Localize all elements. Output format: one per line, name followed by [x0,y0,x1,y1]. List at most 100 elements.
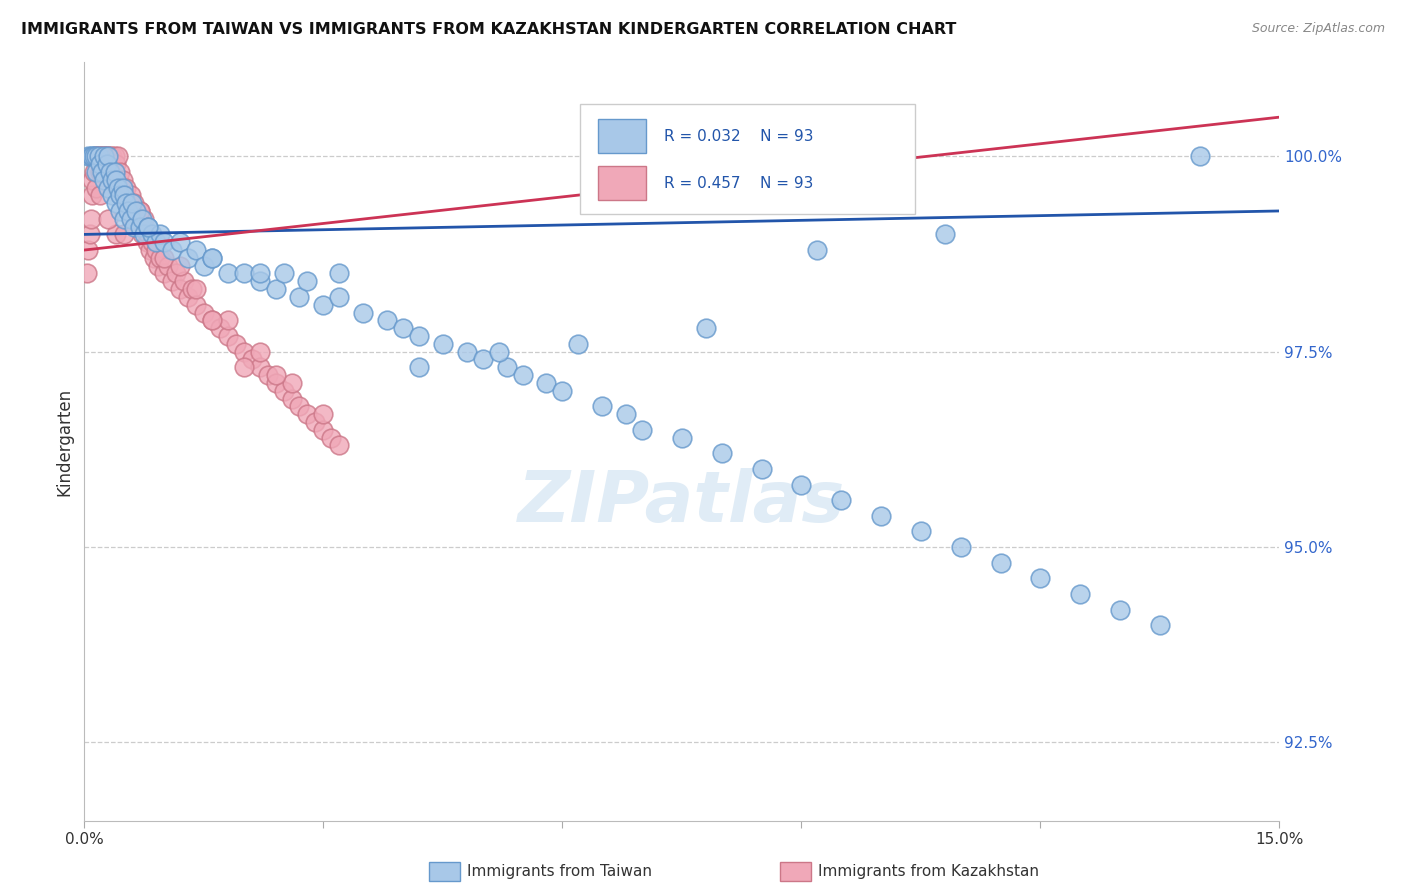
Point [105,196,128,211]
Text: Immigrants from Kazakhstan: Immigrants from Kazakhstan [818,864,1039,879]
Point [169,235,191,250]
Point [86,149,108,163]
Point [93,172,115,186]
Point [934,227,956,242]
Point [129,203,152,218]
Point [117,203,139,218]
Point [145,235,167,250]
Point [89,165,111,179]
Point [1109,602,1132,616]
Point [165,267,187,281]
Point [288,400,311,414]
Point [77,149,100,163]
Point [98,149,121,163]
Point [111,180,134,194]
Point [121,211,143,226]
Point [83,149,105,163]
Point [111,172,134,186]
Point [132,211,156,226]
Point [232,267,254,281]
Point [392,321,415,335]
Point [86,180,108,194]
Point [101,188,124,202]
Point [273,267,295,281]
Point [80,211,103,226]
Point [177,251,200,265]
Point [112,188,135,202]
Point [710,446,733,460]
Point [830,493,852,508]
Point [328,267,350,281]
Point [297,407,319,421]
Point [352,305,374,319]
Point [408,360,430,375]
Point [87,149,110,163]
Point [591,400,613,414]
Point [97,165,120,179]
Point [249,344,271,359]
Point [280,392,302,406]
Point [201,313,224,327]
Point [79,227,101,242]
Point [120,188,142,202]
Point [117,203,139,218]
Point [512,368,534,383]
Point [105,157,128,171]
Point [408,329,430,343]
Point [112,211,135,226]
Point [104,165,127,179]
Point [89,188,111,202]
Point [153,251,176,265]
Text: R = 0.032    N = 93: R = 0.032 N = 93 [664,129,814,145]
Point [169,282,191,296]
Point [131,211,153,226]
Point [256,368,278,383]
Point [153,235,176,250]
Point [488,344,510,359]
Point [91,149,114,163]
Point [751,462,773,476]
Point [273,384,295,398]
Point [96,157,118,171]
Text: Immigrants from Taiwan: Immigrants from Taiwan [467,864,652,879]
Point [86,165,108,179]
Point [143,251,166,265]
FancyBboxPatch shape [599,120,647,153]
Point [160,274,183,288]
Point [87,149,110,163]
Point [122,196,145,211]
Point [153,267,176,281]
Point [870,508,893,523]
Point [1188,149,1211,163]
Point [217,267,239,281]
Point [93,157,115,171]
Point [264,368,287,383]
Point [112,227,135,242]
Point [232,344,254,359]
Point [910,524,932,539]
Point [125,219,148,234]
Point [145,243,167,257]
Point [567,336,589,351]
Point [297,274,319,288]
Point [328,290,350,304]
Point [114,180,136,194]
Point [790,477,813,491]
Point [97,180,120,194]
Text: ZIPatlas: ZIPatlas [519,467,845,537]
Point [146,259,169,273]
Point [107,180,129,194]
Point [1069,587,1091,601]
Point [240,352,263,367]
Point [112,188,135,202]
Point [114,196,136,211]
Point [120,211,142,226]
Point [312,298,335,312]
Point [173,274,195,288]
Point [129,203,152,218]
Point [208,321,231,335]
Point [105,180,128,194]
Point [110,165,132,179]
Point [225,336,247,351]
Point [132,227,156,242]
